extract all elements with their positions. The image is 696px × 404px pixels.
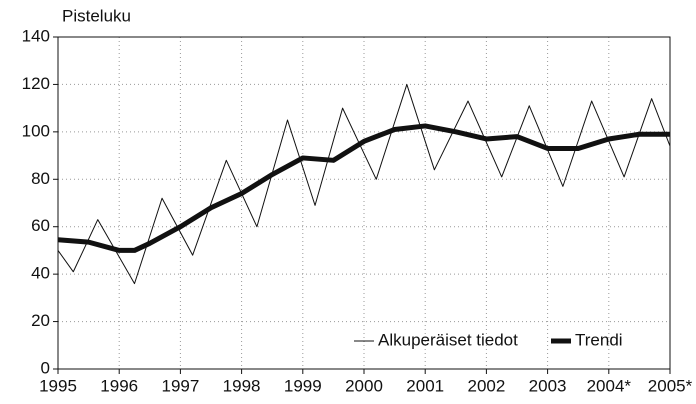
legend-label: Alkuperäiset tiedot <box>378 330 518 349</box>
y-tick-label: 140 <box>22 26 50 45</box>
x-tick-label: 2000 <box>345 376 383 395</box>
y-tick-label: 40 <box>31 264 50 283</box>
x-tick-label: 1995 <box>39 376 77 395</box>
data-line <box>57 123 670 253</box>
x-tick-label: 2003 <box>529 376 567 395</box>
y-axis-label: Pisteluku <box>62 6 131 25</box>
x-tick-label: 2002 <box>467 376 505 395</box>
x-tick-label: 1998 <box>223 376 261 395</box>
x-tick-label: 2004* <box>587 376 632 395</box>
y-tick-label: 120 <box>22 74 50 93</box>
x-tick-label: 1996 <box>100 376 138 395</box>
y-tick-label: 0 <box>41 358 50 377</box>
x-tick-label: 1997 <box>161 376 199 395</box>
y-tick-label: 100 <box>22 121 50 140</box>
plot-frame <box>57 36 671 370</box>
x-tick-label: 1999 <box>284 376 322 395</box>
x-tick-label: 2001 <box>406 376 444 395</box>
legend-label: Trendi <box>575 330 623 349</box>
y-tick-label: 60 <box>31 216 50 235</box>
y-tick-label: 80 <box>31 169 50 188</box>
y-tick-label: 20 <box>31 311 50 330</box>
x-tick-label: 2005* <box>648 376 693 395</box>
